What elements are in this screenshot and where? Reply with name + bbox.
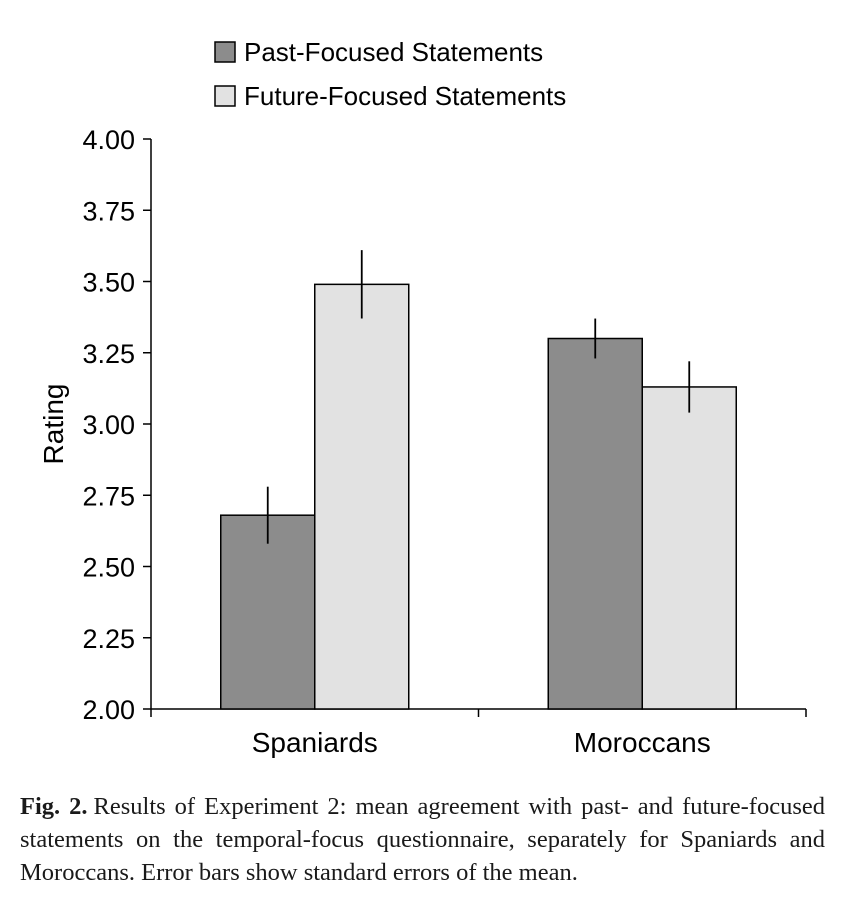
bar-spaniards-past [220,514,316,710]
legend-label: Future-Focused Statements [244,81,566,111]
legend-swatch [214,41,236,63]
legend-swatch [214,85,236,107]
figure-caption: Fig. 2. Results of Experiment 2: mean agr… [20,790,825,889]
y-tick-label: 2.50 [82,553,135,583]
y-tick-label: 3.25 [82,339,135,369]
bar-spaniards-future [314,283,410,710]
y-tick-label: 2.25 [82,624,135,654]
x-category-label: Spaniards [252,727,378,758]
y-tick-label: 2.75 [82,481,135,511]
y-tick-label: 3.00 [82,410,135,440]
bar-moroccans-past [547,337,643,710]
y-tick-label: 2.00 [82,695,135,725]
y-tick-label: 3.75 [82,196,135,226]
bar-chart: 2.00 2.25 2.50 2.75 3.00 3.25 3.50 3.75 4.00 Rati… [38,37,807,758]
caption-text: Results of Experiment 2: mean agreement … [20,793,825,886]
y-tick-label: 3.50 [82,268,135,298]
y-tick-label: 4.00 [82,125,135,155]
x-category-label: Moroccans [574,727,711,758]
figure-label: Fig. 2. [20,793,88,820]
y-axis-label: Rating [38,384,69,465]
legend-label: Past-Focused Statements [244,37,543,67]
bar-moroccans-future [641,386,737,710]
